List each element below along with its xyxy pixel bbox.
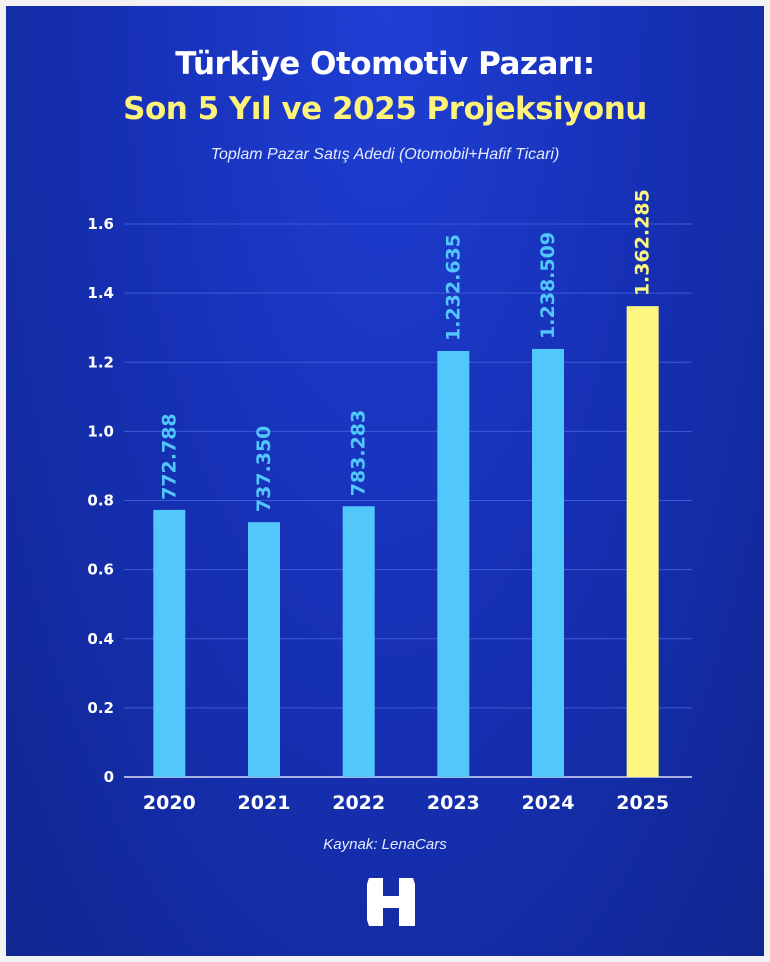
x-tick-label: 2022 (332, 792, 385, 814)
bar-data-label: 1.238.509 (537, 232, 559, 339)
bar-data-label: 737.350 (253, 426, 275, 513)
x-tick-label: 2021 (238, 792, 291, 814)
y-tick-label: 0.6 (87, 561, 114, 579)
source-note: Kaynak: LenaCars (323, 836, 447, 853)
chart-title-line1: Türkiye Otomotiv Pazarı: (175, 46, 595, 82)
x-tick-label: 2020 (143, 792, 196, 814)
h-logo-icon (367, 878, 415, 926)
bar (437, 350, 470, 777)
y-tick-label: 1.0 (87, 422, 114, 440)
bar-data-label: 783.283 (348, 410, 370, 497)
bar (153, 509, 186, 777)
bar (342, 506, 375, 777)
bar (626, 306, 659, 777)
x-tick-label: 2024 (522, 792, 575, 814)
y-tick-label: 1.4 (87, 284, 114, 302)
chart-title-line2: Son 5 Yıl ve 2025 Projeksiyonu (123, 91, 647, 127)
y-tick-label: 1.2 (87, 353, 114, 371)
chart-subtitle: Toplam Pazar Satış Adedi (Otomobil+Hafif… (210, 146, 560, 163)
bar (248, 522, 280, 777)
bar-data-label: 772.788 (158, 413, 180, 500)
bar (532, 348, 564, 777)
y-tick-label: 0.2 (87, 699, 114, 717)
bar-chart: 0 0.2 0.4 0.6 0.8 1.0 1.2 1.4 1.6 772.788 2020 737.… (87, 189, 692, 814)
bar-data-label: 1.362.285 (632, 189, 654, 296)
y-tick-label: 0.8 (87, 492, 114, 510)
y-tick-label: 1.6 (87, 215, 114, 233)
x-tick-label: 2025 (616, 792, 669, 814)
y-tick-label: 0.4 (87, 630, 114, 648)
x-tick-label: 2023 (427, 792, 480, 814)
bar-data-label: 1.232.635 (442, 234, 464, 341)
y-tick-label: 0 (104, 768, 114, 786)
